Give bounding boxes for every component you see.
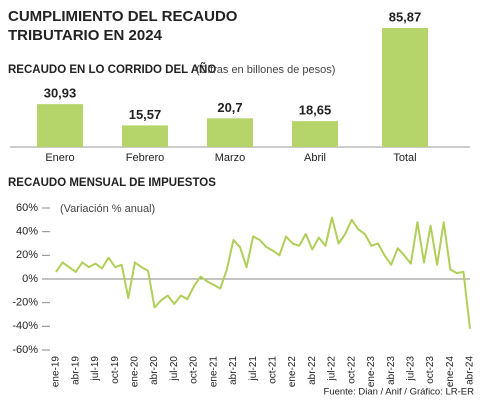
y-tick-label: -40% — [12, 320, 38, 332]
value-label: 18,65 — [299, 103, 332, 118]
category-label: Marzo — [215, 152, 246, 164]
line-subtitle: (Variación % anual) — [60, 203, 155, 215]
x-tick-label: abr-21 — [228, 356, 239, 385]
category-label: Febrero — [126, 152, 165, 164]
y-tick-label: 60% — [16, 202, 38, 214]
x-tick-label: abr-20 — [149, 356, 160, 385]
bar — [292, 121, 338, 147]
value-label: 30,93 — [44, 86, 77, 101]
x-tick-label: oct-19 — [110, 356, 121, 384]
x-tick-label: abr-24 — [465, 356, 476, 385]
bar-subtitle: (Cifras en billones de pesos) — [196, 64, 335, 76]
x-tick-label: ene-22 — [287, 356, 298, 388]
y-tick-label: -60% — [12, 344, 38, 356]
line — [55, 216, 471, 329]
value-label: 15,57 — [129, 107, 162, 122]
x-tick-label: ene-23 — [366, 356, 377, 388]
x-tick-label: ene-19 — [51, 356, 62, 388]
x-tick-label: ene-21 — [208, 356, 219, 388]
x-tick-label: jul-22 — [327, 356, 338, 382]
x-tick-label: jul-20 — [169, 356, 180, 382]
x-tick-label: oct-22 — [346, 356, 357, 384]
x-tick-label: oct-21 — [267, 356, 278, 384]
x-tick-label: abr-22 — [307, 356, 318, 385]
source: Fuente: Dian / Anif / Gráfico: LR-ER — [324, 387, 475, 398]
bar — [122, 125, 168, 147]
title-line: TRIBUTARIO EN 2024 — [8, 27, 163, 44]
x-tick-label: jul-23 — [405, 356, 416, 382]
category-label: Abril — [304, 152, 326, 164]
bar — [382, 28, 428, 147]
y-tick-label: 20% — [16, 249, 38, 261]
bar — [37, 104, 83, 147]
bar-title: RECAUDO EN LO CORRIDO DEL AÑO — [8, 63, 216, 76]
line-title: RECAUDO MENSUAL DE IMPUESTOS — [8, 177, 216, 189]
x-tick-label: jul-21 — [248, 356, 259, 382]
x-tick-label: oct-23 — [425, 356, 436, 384]
x-tick-label: oct-20 — [189, 356, 200, 384]
value-label: 85,87 — [389, 9, 422, 24]
x-tick-label: abr-23 — [386, 356, 397, 385]
x-tick-label: ene-24 — [445, 356, 456, 388]
category-label: Enero — [45, 152, 74, 164]
title-line: CUMPLIMIENTO DEL RECAUDO — [8, 8, 238, 25]
category-label: Total — [393, 152, 416, 164]
y-tick-label: 0% — [22, 273, 38, 285]
x-tick-label: jul-19 — [90, 356, 101, 382]
value-label: 20,7 — [217, 100, 242, 115]
x-tick-label: ene-20 — [129, 356, 140, 388]
y-tick-label: 40% — [16, 226, 38, 238]
y-tick-label: -20% — [12, 297, 38, 309]
x-tick-label: abr-19 — [70, 356, 81, 385]
bar — [207, 118, 253, 147]
